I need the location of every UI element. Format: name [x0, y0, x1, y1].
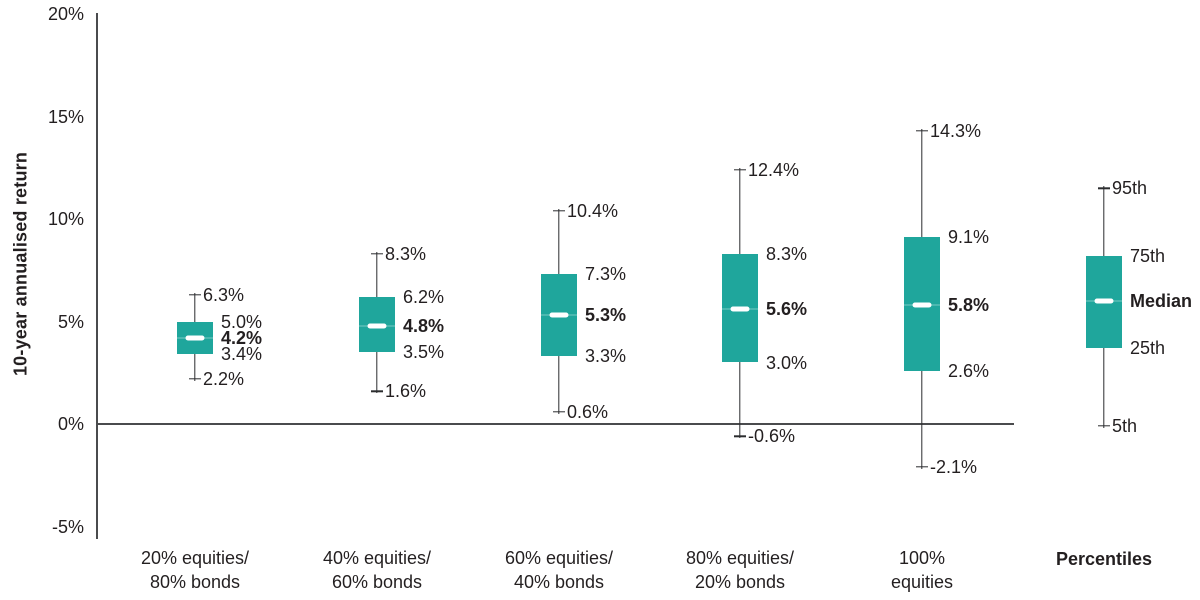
value-label-median: 4.2% — [221, 327, 263, 348]
value-label-p95: 12.4% — [748, 159, 800, 180]
y-tick-label: 5% — [57, 311, 84, 332]
value-label-p25: 2.6% — [948, 360, 990, 381]
value-label-p75: 7.3% — [585, 264, 627, 285]
whisker-cap-bottom — [371, 390, 383, 392]
whisker-cap-top — [1098, 187, 1110, 189]
value-label-p75: 6.2% — [403, 286, 445, 307]
whisker-cap-top — [189, 294, 201, 296]
value-label-p5: 0.6% — [567, 401, 609, 422]
value-label-median: 4.8% — [403, 315, 445, 336]
value-label-p5: 2.2% — [203, 368, 245, 389]
median-dash — [185, 335, 205, 341]
whisker-cap-bottom — [916, 466, 928, 468]
value-label-p75: 5.0% — [221, 311, 263, 332]
legend-title: Percentiles — [1055, 549, 1153, 569]
value-label-p5: -0.6% — [748, 426, 796, 447]
category-label: 80% equities/ 20% bonds — [685, 548, 795, 592]
median-dash — [912, 302, 932, 308]
value-label-median: 5.6% — [766, 299, 808, 320]
value-label-p95: 95th — [1112, 178, 1148, 199]
whisker-cap-bottom — [189, 378, 201, 380]
whisker-cap-top — [734, 169, 746, 171]
y-axis-title: 10-year annualised return — [10, 151, 31, 377]
value-label-p25: 3.4% — [221, 344, 263, 365]
whisker-cap-bottom — [553, 410, 565, 413]
value-label-p5: 5th — [1112, 416, 1138, 437]
value-label-median: 5.3% — [585, 305, 627, 326]
value-label-p25: 3.5% — [403, 342, 445, 363]
value-label-p95: 8.3% — [385, 243, 427, 264]
y-tick-label: -5% — [51, 516, 84, 537]
x-axis-zero-line — [97, 423, 1014, 425]
value-label-median: Median — [1130, 291, 1193, 311]
value-label-p75: 8.3% — [766, 243, 808, 264]
value-label-p25: 25th — [1130, 338, 1166, 359]
y-tick-label: 20% — [47, 4, 84, 24]
value-label-p95: 6.3% — [203, 284, 245, 305]
whisker-cap-top — [916, 130, 928, 132]
whisker-cap-bottom — [734, 435, 746, 437]
category-label: 40% equities/ 60% bonds — [322, 548, 432, 592]
value-label-p25: 3.0% — [766, 352, 808, 373]
median-dash — [549, 312, 569, 318]
y-axis-line — [96, 13, 98, 539]
y-tick-label: 10% — [47, 209, 84, 229]
category-label: 60% equities/ 40% bonds — [504, 548, 614, 592]
y-tick-label: 15% — [47, 106, 84, 127]
value-label-p5: 1.6% — [385, 381, 427, 402]
y-tick-label: 0% — [57, 414, 84, 434]
category-label: 20% equities/ 80% bonds — [140, 548, 250, 592]
value-label-p95: 14.3% — [930, 120, 982, 141]
median-dash — [367, 323, 387, 329]
value-label-p75: 75th — [1130, 245, 1166, 266]
whisker-cap-bottom — [1098, 425, 1110, 427]
value-label-p95: 10.4% — [567, 200, 619, 221]
value-label-p75: 9.1% — [948, 227, 990, 248]
median-dash — [730, 306, 750, 312]
value-label-p5: -2.1% — [930, 457, 978, 478]
whisker-cap-top — [371, 253, 383, 255]
whisker-cap-top — [553, 210, 565, 212]
median-dash — [1094, 298, 1114, 304]
value-label-p25: 3.3% — [585, 346, 627, 367]
value-label-median: 5.8% — [948, 295, 990, 316]
category-label: 100% equities — [890, 548, 954, 592]
